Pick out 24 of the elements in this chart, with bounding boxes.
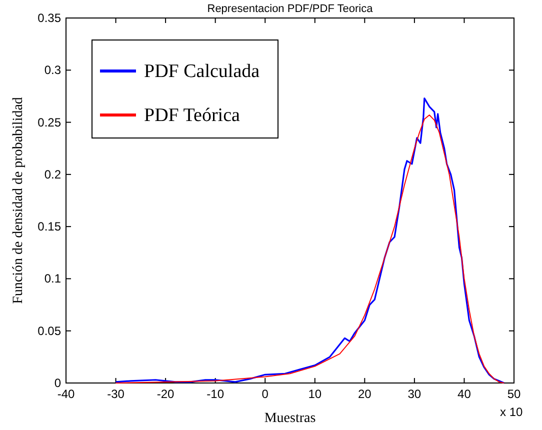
y-tick-label: 0.05 (38, 324, 62, 338)
x-tick-label: -30 (107, 387, 125, 401)
y-tick-label: 0.15 (38, 220, 62, 234)
y-tick-label: 0.1 (44, 272, 62, 286)
x-tick-label: 20 (358, 387, 372, 401)
x-tick-label: -20 (156, 387, 175, 401)
x-tick-label: 40 (458, 387, 472, 401)
x-tick-label: -10 (206, 387, 224, 401)
y-axis-title: Función de densidad de probabilidad (11, 97, 26, 304)
y-tick-label: 0.25 (38, 115, 62, 130)
x-tick-label: -40 (57, 387, 75, 401)
y-tick-label: 0.35 (38, 11, 62, 25)
x-tick-label: 50 (507, 387, 521, 401)
chart-title: Representacion PDF/PDF Teorica (207, 3, 374, 15)
text: x 10 (500, 405, 524, 419)
legend-label: PDF Teórica (144, 105, 241, 126)
y-tick-label: 0.2 (44, 167, 62, 182)
x-tick-label: 30 (408, 387, 422, 401)
x-axis-title: Muestras (264, 411, 316, 426)
x-tick-label: 10 (308, 387, 322, 401)
y-tick-label: 0 (54, 376, 62, 390)
legend-label: PDF Calculada (144, 61, 260, 82)
x-tick-label: 0 (262, 387, 269, 401)
y-tick-label: 0.3 (44, 63, 62, 78)
